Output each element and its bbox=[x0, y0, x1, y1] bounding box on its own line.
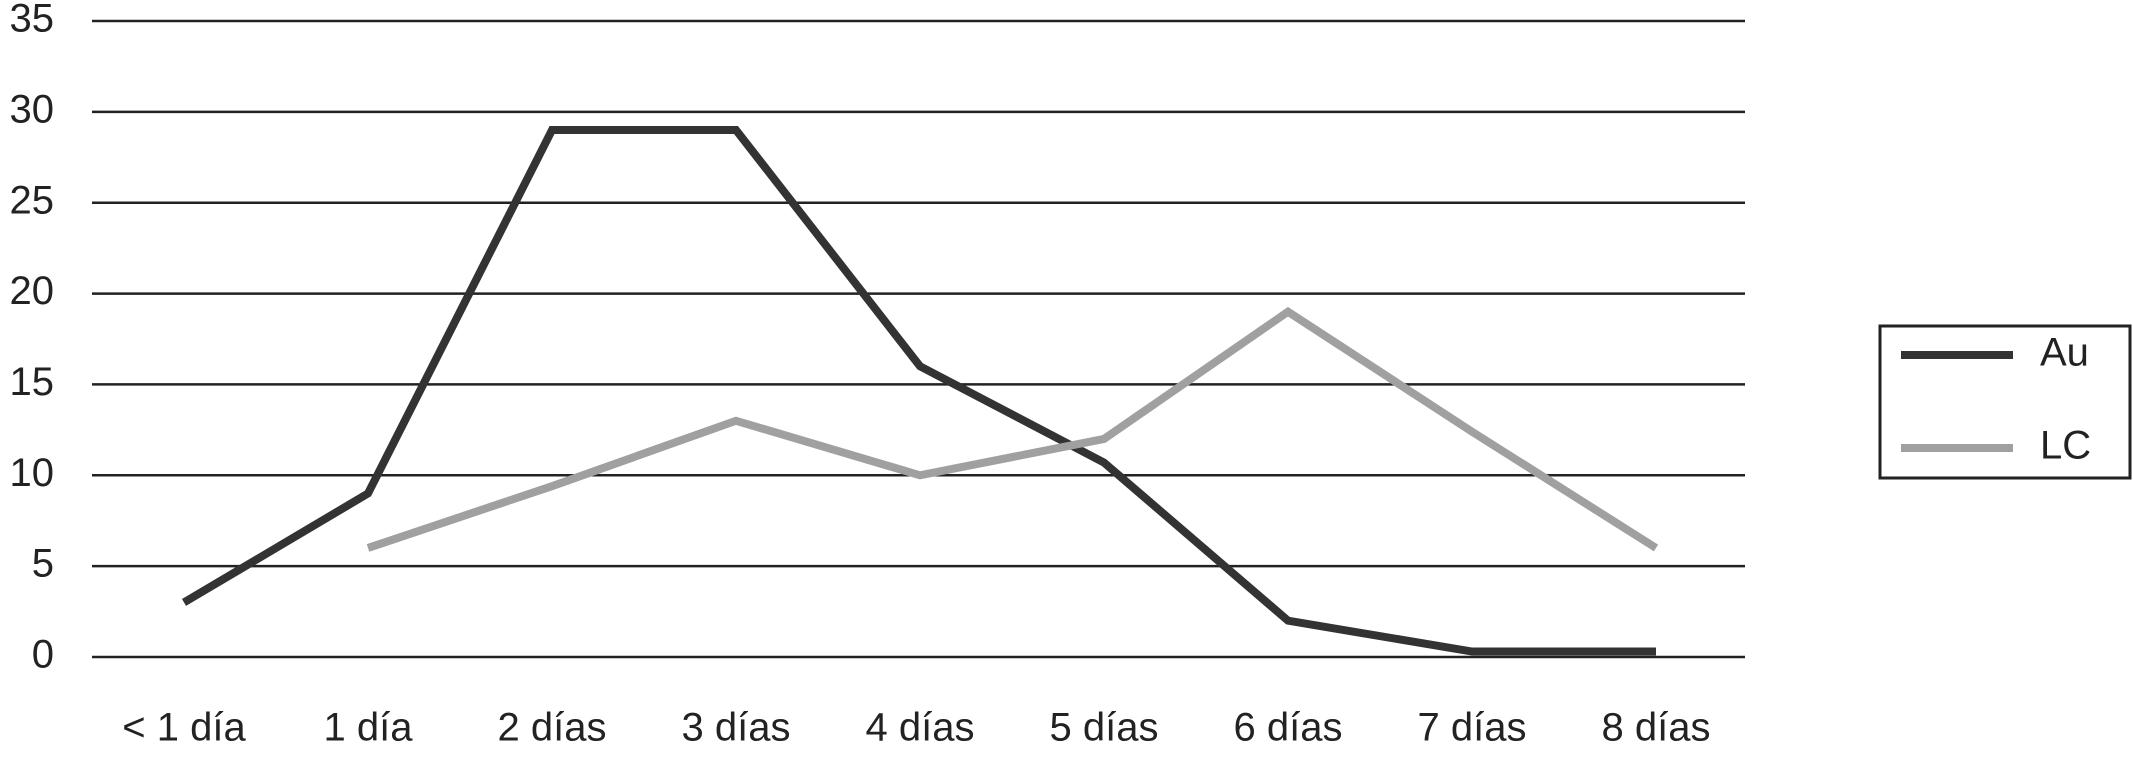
y-tick-label: 15 bbox=[10, 360, 55, 404]
y-tick-label: 30 bbox=[10, 87, 55, 131]
x-tick-label: 1 día bbox=[324, 706, 414, 750]
legend-label: Au bbox=[2040, 331, 2089, 375]
legend-label: LC bbox=[2040, 424, 2091, 468]
y-tick-label: 25 bbox=[10, 178, 55, 222]
x-tick-label: 6 días bbox=[1234, 706, 1343, 750]
x-tick-label: 4 días bbox=[866, 706, 975, 750]
x-tick-label: 8 días bbox=[1602, 706, 1711, 750]
series-line bbox=[366, 306, 1659, 552]
legend-box bbox=[1878, 324, 2132, 480]
y-tick-label: 35 bbox=[10, 0, 55, 41]
y-tick-label: 20 bbox=[10, 269, 55, 313]
series-line bbox=[181, 126, 1656, 656]
x-tick-label: 3 días bbox=[682, 706, 791, 750]
x-tick-label: < 1 día bbox=[122, 706, 246, 750]
x-tick-label: 5 días bbox=[1050, 706, 1159, 750]
y-tick-label: 5 bbox=[32, 542, 54, 586]
y-tick-label: 0 bbox=[32, 633, 54, 677]
x-tick-label: 7 días bbox=[1418, 706, 1527, 750]
y-tick-label: 10 bbox=[10, 451, 55, 495]
x-tick-label: 2 días bbox=[498, 706, 607, 750]
